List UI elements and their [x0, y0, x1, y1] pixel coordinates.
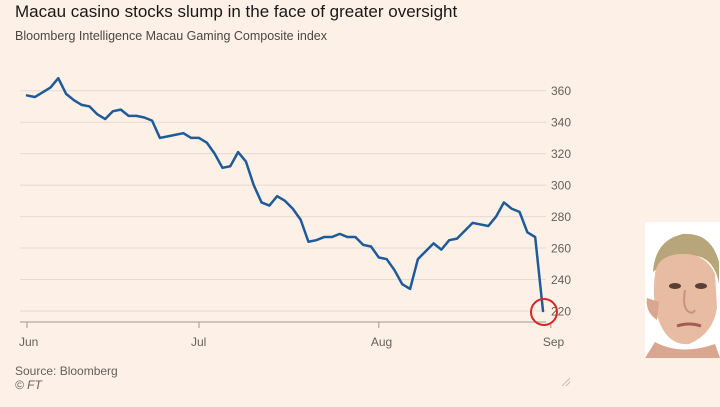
y-tick-label: 340	[551, 116, 571, 130]
source-note: Source: Bloomberg	[15, 364, 118, 378]
series-layer	[25, 76, 558, 326]
y-tick-label: 360	[551, 84, 571, 98]
chart-title: Macau casino stocks slump in the face of…	[15, 2, 458, 21]
x-tick-label: Jul	[191, 335, 206, 349]
series-line	[25, 76, 545, 313]
y-tick-label: 240	[551, 273, 571, 287]
face-photo	[645, 222, 720, 358]
y-tick-label: 320	[551, 147, 571, 161]
ft-credit: © FT	[15, 378, 42, 392]
line-chart: 220 240 260 280 300 320 340 360 Jun Jul Aug Sep	[19, 76, 571, 349]
y-tick-label: 220	[551, 304, 571, 318]
y-tick-label: 300	[551, 179, 571, 193]
grid-lines	[20, 90, 546, 312]
x-tick-label: Aug	[371, 335, 392, 349]
resize-handle-icon[interactable]	[562, 378, 570, 386]
y-tick-label: 260	[551, 242, 571, 256]
y-tick-labels: 220 240 260 280 300 320 340 360	[551, 84, 571, 318]
x-tick-label: Jun	[19, 335, 38, 349]
chart-subtitle: Bloomberg Intelligence Macau Gaming Comp…	[15, 29, 327, 43]
x-tick-label: Sep	[543, 335, 565, 349]
x-tick-labels: Jun Jul Aug Sep	[19, 322, 564, 349]
highlight-circle	[530, 297, 558, 326]
y-tick-label: 280	[551, 210, 571, 224]
